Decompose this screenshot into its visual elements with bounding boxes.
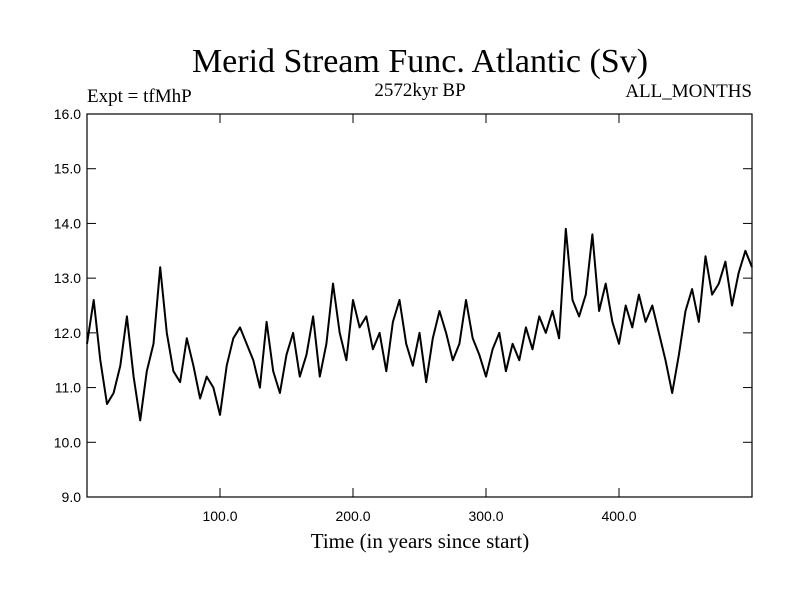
period-label: 2572kyr BP [374, 80, 465, 101]
chart-title: Merid Stream Func. Atlantic (Sv) [192, 43, 648, 80]
y-tick-label: 10.0 [54, 434, 81, 450]
x-tick-label: 100.0 [202, 508, 237, 524]
x-axis: 100.0 200.0 300.0 400.0 [202, 114, 637, 524]
y-tick-label: 16.0 [54, 106, 81, 122]
y-tick-label: 9.0 [62, 489, 82, 505]
y-tick-label: 15.0 [54, 161, 81, 177]
x-tick-label: 400.0 [601, 508, 636, 524]
series-line [86, 227, 753, 422]
y-axis: 9.0 10.0 11.0 12.0 13.0 14.0 15.0 16.0 [54, 106, 752, 505]
experiment-label: Expt = tfMhP [87, 86, 192, 107]
x-tick-label: 300.0 [468, 508, 503, 524]
x-axis-label: Time (in years since start) [311, 529, 530, 553]
y-tick-label: 12.0 [54, 325, 81, 341]
months-label: ALL_MONTHS [625, 81, 752, 102]
y-tick-label: 13.0 [54, 270, 81, 286]
x-tick-label: 200.0 [335, 508, 370, 524]
plot-frame [86, 113, 753, 498]
y-tick-label: 11.0 [55, 380, 81, 396]
y-tick-label: 14.0 [54, 215, 81, 231]
